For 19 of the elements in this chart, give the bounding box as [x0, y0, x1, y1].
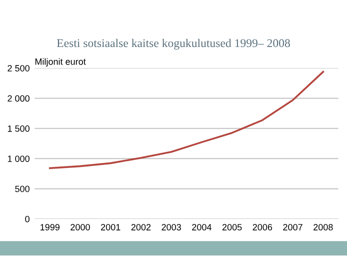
- x-tick-label: 2002: [131, 224, 151, 230]
- y-tick-label: 0: [25, 216, 30, 222]
- line-series: [48, 70, 324, 170]
- y-tick-label: 1 500: [8, 125, 30, 132]
- x-tick-label: 2005: [222, 224, 242, 230]
- x-tick-label: 1999: [40, 224, 60, 230]
- x-tick-label: 2008: [314, 224, 333, 230]
- chart-title: Eesti sotsiaalse kaitse kogukulutused 1999– 2008: [56, 38, 290, 50]
- y-tick-label: 2 000: [8, 95, 30, 102]
- x-tick-label: 2007: [283, 224, 302, 230]
- y-tick-label: 500: [15, 186, 30, 192]
- x-tick-label: 2001: [101, 224, 120, 230]
- y-tick-label: 1 000: [8, 156, 30, 162]
- x-tick-label: 2004: [192, 224, 212, 230]
- y-tick-label: 2 500: [8, 65, 30, 72]
- x-tick-label: 2000: [70, 224, 90, 230]
- x-tick-label: 2003: [162, 224, 181, 230]
- y-axis-title: Miljonit eurot: [35, 58, 86, 67]
- x-tick-label: 2006: [252, 224, 272, 230]
